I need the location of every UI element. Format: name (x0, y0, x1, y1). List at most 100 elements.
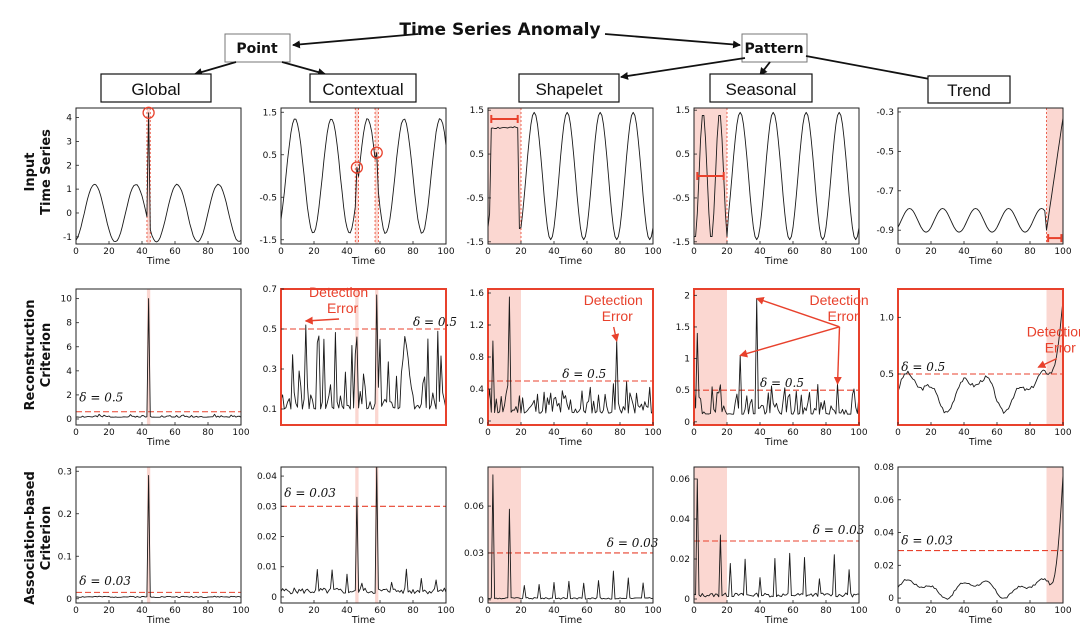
chart-panel-shapelet-input: 0 20 40 60 80 100 -1.5 -0.5 0.5 1.5 Time (466, 106, 661, 267)
x-tick-label: 40 (136, 247, 148, 257)
anomaly-span (146, 467, 151, 603)
x-tick-label: 0 (73, 606, 79, 616)
anomaly-span (1046, 289, 1063, 425)
y-tick-label: 0.5 (676, 386, 690, 396)
plot-frame (693, 466, 860, 604)
y-tick-label: 0 (478, 596, 484, 606)
y-tick-label: 1.5 (676, 323, 690, 333)
y-tick-label: 0.02 (670, 555, 690, 565)
detection-error-arrow (611, 326, 620, 342)
y-tick-label: 8 (66, 319, 72, 329)
plot-frame (693, 107, 860, 245)
detection-error-label: Detection (810, 292, 869, 308)
plot-frame (75, 107, 242, 245)
threshold-label: δ = 0.03 (284, 486, 336, 500)
x-tick-label: 80 (614, 428, 626, 438)
x-tick-label: 80 (820, 247, 832, 257)
y-tick-label: 0.03 (257, 502, 277, 512)
threshold-label: δ = 0.5 (562, 367, 606, 381)
y-tick-label: 0.7 (263, 285, 277, 295)
x-tick-label: 0 (895, 247, 901, 257)
plot-frame (897, 466, 1064, 604)
detection-error-label: Error (327, 300, 358, 316)
x-tick-label: 100 (1054, 247, 1071, 257)
x-tick-label: 100 (437, 247, 454, 257)
x-tick-label: 0 (691, 428, 697, 438)
row-label-input-l2: Time Series (39, 129, 54, 215)
x-tick-label: 100 (1054, 606, 1071, 616)
x-tick-label: 20 (103, 428, 115, 438)
chart-panel-contextual-assoc: 0 20 40 60 80 100 0 0.01 0.02 0.03 0.04 Time δ = 0.0… (257, 466, 455, 626)
x-tick-label: 20 (515, 606, 527, 616)
y-tick-label: 4 (66, 114, 72, 124)
x-tick-label: 60 (581, 428, 593, 438)
y-tick-label: 1.2 (470, 321, 484, 331)
y-tick-label: 0 (684, 418, 690, 428)
x-tick-label: 80 (202, 606, 214, 616)
x-tick-label: 40 (548, 428, 560, 438)
detection-error-arrow (1037, 357, 1057, 368)
threshold-label: δ = 0.5 (79, 391, 123, 405)
y-tick-label: -0.3 (876, 108, 894, 118)
series-line (75, 475, 242, 598)
x-tick-label: 100 (644, 428, 661, 438)
y-tick-label: 0.8 (470, 353, 485, 363)
detection-error-label: Error (828, 308, 859, 324)
plot-frame (487, 107, 654, 245)
y-tick-label: 0.4 (470, 385, 485, 395)
x-tick-label: 100 (850, 247, 867, 257)
y-tick-label: -0.5 (672, 194, 690, 204)
x-tick-label: 80 (202, 247, 214, 257)
x-tick-label: 20 (515, 428, 527, 438)
anomaly-marker-circle (350, 161, 364, 174)
detection-error-arrow (755, 296, 840, 328)
x-axis-label: Time (558, 615, 582, 626)
row-label-association: Association-based Criterion (23, 471, 54, 605)
series-line (694, 111, 860, 241)
pattern-box (741, 33, 808, 63)
arrow-pattern-shapelet (620, 57, 746, 80)
type-trend: Trend (947, 81, 991, 100)
y-tick-label: 1 (684, 355, 690, 365)
arrow-title-pattern (604, 33, 741, 49)
x-tick-label: 40 (754, 606, 766, 616)
chart-panel-seasonal-recon: 0 20 40 60 80 100 0 0.5 1 1.5 2 Time δ = 0.5 Detectio… (676, 288, 869, 448)
detection-error-label: Detection (1027, 324, 1080, 340)
y-tick-label: 0 (66, 415, 72, 425)
x-tick-label: 100 (232, 606, 249, 616)
y-tick-label: 0.5 (676, 150, 690, 160)
x-tick-label: 60 (787, 606, 799, 616)
arrow-pattern-trend (805, 55, 936, 83)
arrow-point-global (194, 61, 237, 76)
x-tick-label: 20 (925, 606, 937, 616)
anomaly-span (375, 467, 379, 603)
y-tick-label: 0.06 (464, 502, 484, 512)
x-tick-label: 60 (991, 247, 1003, 257)
x-tick-label: 100 (232, 247, 249, 257)
type-shapelet: Shapelet (535, 80, 602, 99)
y-tick-label: 0.1 (263, 405, 277, 415)
x-tick-label: 40 (958, 606, 970, 616)
y-tick-label: -0.5 (876, 147, 894, 157)
y-tick-label: 1.5 (263, 108, 277, 118)
detection-error-label: Error (1045, 340, 1076, 356)
plot-frame (693, 288, 860, 426)
chart-panel-contextual-input: 0 20 40 60 80 100 -1.5 -0.5 0.5 1.5 Time (259, 107, 455, 267)
x-axis-label: Time (146, 437, 170, 448)
series-line (487, 296, 654, 414)
y-tick-label: 0.3 (58, 467, 72, 477)
series-line (280, 466, 447, 595)
x-tick-label: 20 (925, 247, 937, 257)
row-label-input-l1: Input (23, 153, 38, 192)
plot-frame (897, 288, 1064, 426)
x-tick-label: 80 (407, 606, 419, 616)
x-axis-label: Time (764, 615, 788, 626)
x-tick-label: 20 (925, 428, 937, 438)
x-tick-label: 60 (581, 247, 593, 257)
x-tick-label: 80 (614, 247, 626, 257)
y-tick-label: -0.5 (259, 193, 277, 203)
type-box-trend (927, 75, 1011, 104)
detection-error-arrow (833, 326, 842, 385)
y-tick-label: 0.08 (874, 463, 894, 473)
